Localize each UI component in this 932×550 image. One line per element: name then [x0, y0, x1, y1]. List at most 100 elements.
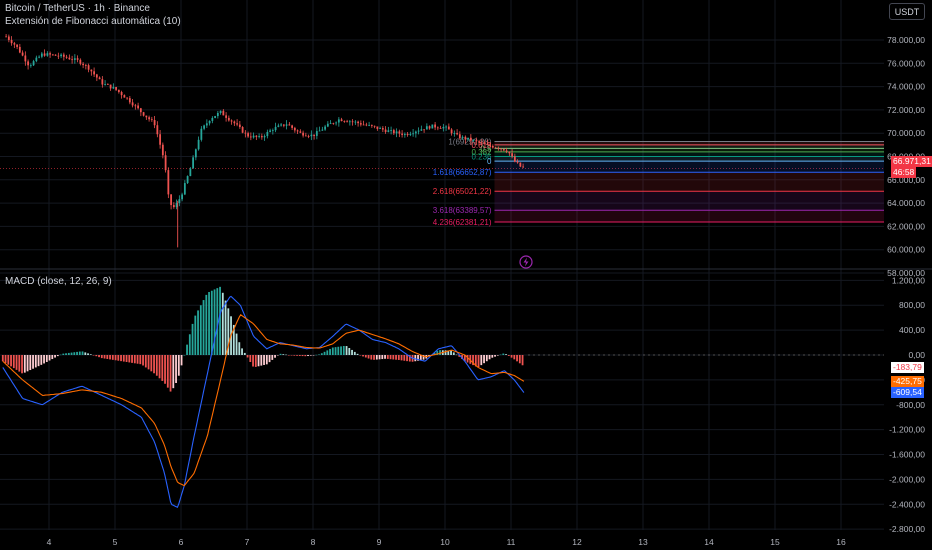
candle-body — [233, 121, 236, 124]
candle-body — [181, 194, 183, 200]
candle-body — [434, 124, 436, 128]
alert-icon[interactable] — [519, 255, 533, 269]
candle-body — [414, 131, 417, 134]
macd-histogram-bar — [491, 355, 494, 358]
macd-histogram-bar — [7, 355, 10, 365]
indicator-fib-label[interactable]: Extensión de Fibonacci automática (10) — [5, 16, 181, 27]
candle-body — [277, 125, 280, 127]
macd-histogram-bar — [312, 355, 315, 356]
macd-histogram-bar — [188, 334, 191, 355]
macd-histogram-bar — [18, 355, 21, 372]
macd-histogram-bar — [406, 355, 408, 362]
time-axis: 4 5 6 7 8 9 10 11 12 13 14 15 16 — [47, 537, 846, 547]
macd-histogram-bar — [180, 355, 183, 366]
candle-body — [337, 119, 340, 123]
symbol-title[interactable]: Bitcoin / TetherUS · 1h · Binance — [5, 3, 150, 14]
candle-body — [5, 36, 7, 38]
indicator-macd-label[interactable]: MACD (close, 12, 26, 9) — [5, 276, 112, 287]
macd-tick-label: 1.200,00 — [892, 275, 925, 285]
price-tick-label: 64.000,00 — [887, 198, 925, 208]
candle-body — [486, 144, 489, 145]
candle-body — [431, 124, 434, 129]
macd-histogram-bar — [331, 347, 334, 355]
candle-body — [500, 148, 502, 150]
candle-body — [120, 92, 123, 96]
macd-histogram-bar — [197, 310, 199, 355]
candle-body — [192, 157, 194, 169]
candle-body — [266, 131, 269, 137]
fib-zone — [494, 172, 884, 192]
candle-body — [236, 123, 238, 125]
candle-body — [79, 59, 82, 64]
macd-value-label: -425,75 — [891, 376, 924, 387]
macd-histogram-bar — [62, 353, 65, 355]
macd-histogram-bar — [392, 355, 395, 360]
candle-body — [241, 127, 244, 133]
candle-body — [60, 54, 62, 57]
macd-histogram-bar — [158, 355, 161, 379]
signal-line — [2, 314, 525, 487]
last-price-label: 66.971,31 — [891, 156, 932, 167]
macd-histogram-bar — [147, 355, 150, 370]
macd-histogram-bar — [186, 344, 188, 355]
currency-button[interactable]: USDT — [889, 3, 925, 20]
candle-body — [227, 117, 230, 121]
macd-histogram-bar — [337, 346, 340, 355]
macd-histogram-bar — [329, 348, 331, 355]
time-tick-label: 16 — [836, 537, 846, 547]
candle-body — [384, 129, 387, 132]
macd-histogram-bar — [103, 355, 106, 359]
macd-histogram-bar — [213, 289, 216, 355]
time-tick-label: 14 — [704, 537, 714, 547]
macd-histogram-bar — [139, 355, 142, 365]
macd-histogram-bar — [249, 355, 252, 362]
macd-histogram-bar — [463, 355, 466, 362]
price-tick-label: 62.000,00 — [887, 221, 925, 231]
candle-body — [46, 53, 49, 56]
candle-body — [123, 95, 126, 98]
macd-histogram-bar — [175, 355, 177, 383]
macd-histogram-bar — [340, 346, 342, 355]
candle-body — [447, 126, 450, 130]
candle-body — [247, 133, 249, 137]
price-tick-label: 76.000,00 — [887, 58, 925, 68]
macd-histogram-bar — [166, 355, 169, 388]
macd-histogram-bar — [271, 355, 274, 360]
price-tick-label: 66.000,00 — [887, 175, 925, 185]
macd-histogram-bar — [384, 355, 386, 359]
candle-body — [359, 123, 362, 125]
candle-body — [38, 56, 40, 58]
candle-body — [98, 77, 101, 80]
macd-histogram-bar — [243, 352, 246, 355]
macd-histogram-bar — [246, 355, 249, 358]
candle-body — [230, 120, 233, 122]
candle-body — [458, 134, 461, 139]
candle-body — [315, 131, 318, 136]
candle-body — [183, 183, 186, 195]
macd-tick-label: -2.000,00 — [889, 474, 925, 484]
macd-histogram-bar — [502, 353, 505, 355]
macd-histogram-bar — [510, 355, 513, 358]
price-tick-label: 58.000,00 — [887, 268, 925, 278]
candle-body — [423, 129, 425, 131]
candle-body — [340, 119, 343, 122]
macd-histogram-bar — [208, 292, 210, 355]
macd-histogram-bar — [183, 355, 186, 356]
macd-histogram-bar — [65, 353, 67, 355]
candle-body — [296, 130, 299, 132]
macd-histogram-bar — [480, 355, 483, 366]
macd-histogram-bar — [505, 354, 507, 355]
macd-histogram-bar — [320, 353, 323, 355]
candle-body — [269, 130, 271, 132]
candle-body — [51, 54, 54, 56]
macd-histogram-bar — [84, 352, 87, 355]
macd-histogram-bar — [444, 350, 447, 355]
macd-histogram-bar — [315, 354, 318, 356]
macd-histogram-bar — [276, 355, 279, 356]
macd-histogram-bar — [518, 355, 521, 364]
candle-body — [326, 123, 329, 127]
macd-histogram-bar — [477, 355, 480, 368]
candle-body — [35, 57, 38, 62]
candle-body — [472, 140, 475, 141]
time-tick-label: 12 — [572, 537, 582, 547]
